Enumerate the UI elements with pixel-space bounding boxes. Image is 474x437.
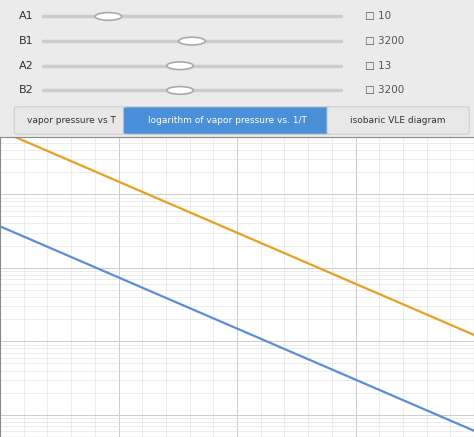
Text: isobaric VLE diagram: isobaric VLE diagram <box>350 116 446 125</box>
Text: □ 10: □ 10 <box>365 11 391 21</box>
Text: □ 3200: □ 3200 <box>365 36 404 46</box>
FancyBboxPatch shape <box>14 107 128 134</box>
Text: A1: A1 <box>19 11 34 21</box>
FancyBboxPatch shape <box>123 107 332 134</box>
Text: B2: B2 <box>19 85 34 95</box>
Circle shape <box>95 13 122 20</box>
Circle shape <box>179 37 205 45</box>
Text: vapor pressure vs T: vapor pressure vs T <box>27 116 116 125</box>
Text: A2: A2 <box>19 61 34 71</box>
FancyBboxPatch shape <box>327 107 469 134</box>
Circle shape <box>167 62 193 69</box>
Text: □ 13: □ 13 <box>365 61 391 71</box>
Text: logarithm of vapor pressure vs. 1/T: logarithm of vapor pressure vs. 1/T <box>148 116 307 125</box>
Text: B1: B1 <box>19 36 34 46</box>
Circle shape <box>167 87 193 94</box>
Text: □ 3200: □ 3200 <box>365 85 404 95</box>
